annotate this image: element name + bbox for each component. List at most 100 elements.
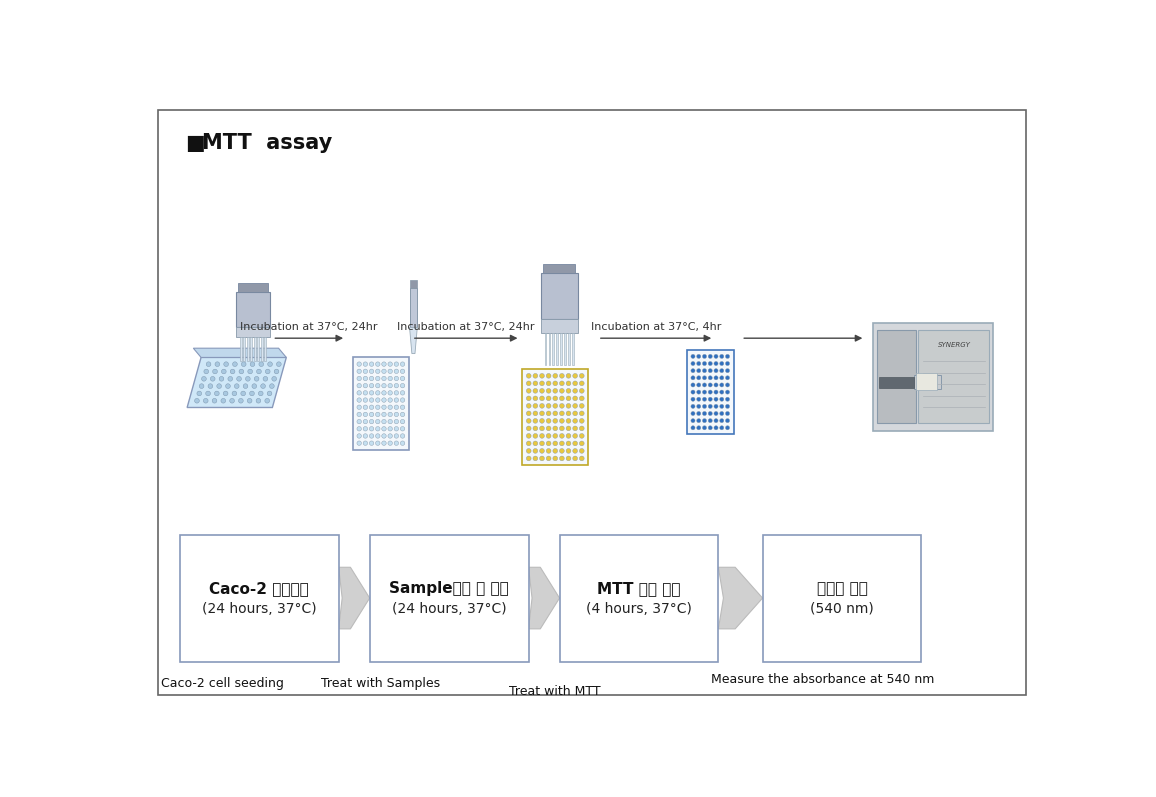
Circle shape: [266, 369, 271, 374]
Circle shape: [208, 384, 213, 388]
Circle shape: [720, 375, 724, 380]
Circle shape: [703, 368, 706, 373]
Circle shape: [709, 426, 712, 430]
Circle shape: [376, 362, 380, 367]
Circle shape: [547, 418, 551, 423]
Circle shape: [553, 388, 557, 393]
Bar: [544, 333, 547, 365]
Circle shape: [370, 405, 373, 410]
Circle shape: [264, 376, 268, 381]
Circle shape: [560, 396, 564, 401]
Circle shape: [553, 449, 557, 453]
Circle shape: [547, 441, 551, 446]
Circle shape: [540, 426, 544, 430]
Circle shape: [572, 456, 578, 461]
Circle shape: [703, 411, 706, 415]
Circle shape: [247, 369, 252, 374]
Circle shape: [381, 391, 386, 395]
Circle shape: [714, 375, 718, 380]
Bar: [251, 337, 252, 361]
Circle shape: [560, 441, 564, 446]
Circle shape: [357, 419, 362, 424]
Circle shape: [370, 412, 373, 417]
Circle shape: [691, 397, 695, 401]
Polygon shape: [528, 567, 560, 629]
Circle shape: [540, 374, 544, 379]
Circle shape: [566, 388, 571, 393]
Circle shape: [526, 449, 531, 453]
Circle shape: [709, 368, 712, 373]
Circle shape: [566, 426, 571, 430]
Circle shape: [691, 383, 695, 387]
Circle shape: [579, 441, 584, 446]
Circle shape: [400, 391, 405, 395]
Circle shape: [709, 411, 712, 415]
Circle shape: [267, 391, 272, 396]
Circle shape: [213, 398, 217, 403]
Bar: [763, 535, 921, 662]
Circle shape: [221, 398, 225, 403]
Circle shape: [376, 419, 380, 424]
Circle shape: [215, 362, 220, 367]
Circle shape: [526, 396, 531, 401]
Circle shape: [579, 426, 584, 430]
Bar: [914, 375, 941, 389]
Circle shape: [357, 362, 362, 367]
Circle shape: [254, 376, 259, 381]
Circle shape: [579, 396, 584, 401]
Circle shape: [691, 390, 695, 395]
Circle shape: [206, 362, 210, 367]
Circle shape: [697, 411, 701, 415]
Circle shape: [363, 369, 368, 374]
Circle shape: [714, 362, 718, 366]
Circle shape: [357, 376, 362, 381]
Circle shape: [714, 397, 718, 401]
Bar: [560, 535, 718, 662]
Text: MTT  assay: MTT assay: [202, 132, 332, 152]
Circle shape: [703, 397, 706, 401]
Circle shape: [726, 390, 729, 395]
Circle shape: [697, 355, 701, 359]
Circle shape: [540, 418, 544, 423]
Circle shape: [400, 434, 405, 438]
Circle shape: [579, 381, 584, 386]
Circle shape: [533, 418, 538, 423]
Bar: [370, 535, 528, 662]
Polygon shape: [193, 348, 287, 357]
Circle shape: [566, 434, 571, 438]
Circle shape: [726, 355, 729, 359]
Circle shape: [261, 384, 266, 388]
Circle shape: [276, 362, 281, 367]
Circle shape: [363, 419, 368, 424]
Circle shape: [400, 419, 405, 424]
Circle shape: [203, 398, 208, 403]
Circle shape: [560, 456, 564, 461]
Circle shape: [579, 449, 584, 453]
Circle shape: [206, 391, 210, 396]
Circle shape: [720, 368, 724, 373]
Bar: [541, 273, 578, 319]
Circle shape: [714, 390, 718, 395]
Circle shape: [572, 403, 578, 408]
Circle shape: [697, 418, 701, 422]
Circle shape: [363, 376, 368, 381]
Circle shape: [533, 411, 538, 416]
Bar: [541, 319, 578, 333]
Circle shape: [553, 441, 557, 446]
Bar: [244, 337, 245, 361]
Circle shape: [572, 449, 578, 453]
Circle shape: [547, 396, 551, 401]
Circle shape: [526, 381, 531, 386]
Bar: [261, 337, 262, 361]
Circle shape: [232, 362, 237, 367]
Circle shape: [560, 426, 564, 430]
Circle shape: [394, 434, 399, 438]
Bar: [564, 333, 565, 365]
Circle shape: [547, 403, 551, 408]
Bar: [561, 333, 562, 365]
Circle shape: [370, 376, 373, 381]
Circle shape: [363, 426, 368, 431]
Circle shape: [714, 404, 718, 408]
Circle shape: [703, 383, 706, 387]
Circle shape: [394, 405, 399, 410]
